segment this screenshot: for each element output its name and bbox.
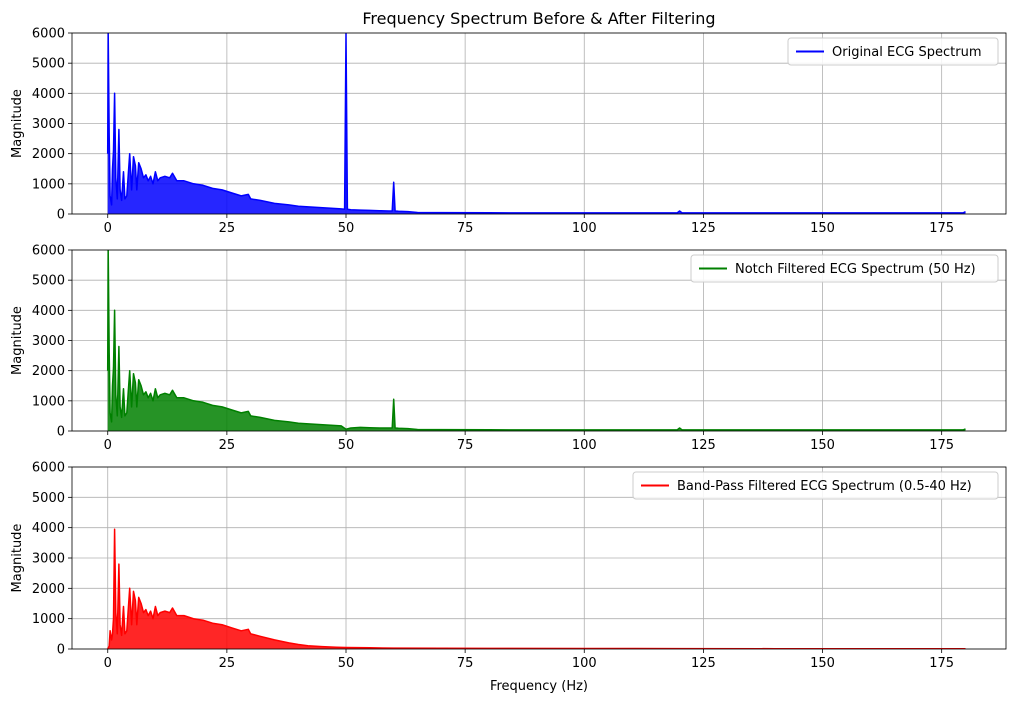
y-tick-label: 0	[57, 425, 65, 440]
legend-box	[787, 37, 999, 66]
x-tick-label: 25	[219, 438, 236, 453]
x-tick-label: 150	[810, 221, 835, 236]
y-tick-label: 6000	[32, 461, 65, 476]
x-tick-label: 125	[691, 438, 716, 453]
y-axis-label: Magnitude	[10, 524, 25, 593]
x-tick-label: 50	[338, 656, 355, 671]
x-tick-label: 50	[338, 221, 355, 236]
series-area-1	[107, 250, 966, 431]
y-tick-label: 0	[57, 208, 65, 223]
x-tick-label: 0	[104, 438, 112, 453]
y-tick-label: 6000	[32, 244, 65, 259]
x-tick-label: 75	[457, 656, 474, 671]
y-tick-label: 1000	[32, 612, 65, 627]
y-tick-label: 5000	[32, 491, 65, 506]
legend-box	[690, 254, 999, 283]
legend-label: Original ECG Spectrum	[832, 45, 982, 60]
y-axis-label: Magnitude	[10, 306, 25, 375]
legend: Band-Pass Filtered ECG Spectrum (0.5-40 …	[632, 471, 999, 500]
y-tick-label: 1000	[32, 394, 65, 409]
x-axis-label: Frequency (Hz)	[490, 679, 588, 694]
x-tick-label: 175	[929, 656, 954, 671]
subplot-3: 0 25 50 75 100 125 150 175 0 1000 2000 3000 4000 5000…	[10, 461, 1007, 671]
legend-label: Band-Pass Filtered ECG Spectrum (0.5-40 …	[677, 479, 972, 494]
y-tick-label: 4000	[32, 304, 65, 319]
x-tick-label: 75	[457, 438, 474, 453]
figure-title: Frequency Spectrum Before & After Filter…	[362, 9, 715, 28]
y-axis-label: Magnitude	[10, 89, 25, 158]
series-line-1	[107, 528, 966, 649]
legend-box	[632, 471, 999, 500]
series-line-1	[106, 250, 966, 431]
x-tick-label: 175	[929, 221, 954, 236]
y-tick-label: 1000	[32, 177, 65, 192]
x-tick-label: 125	[691, 221, 716, 236]
x-tick-label: 0	[104, 656, 112, 671]
legend-label: Notch Filtered ECG Spectrum (50 Hz)	[735, 262, 976, 277]
x-tick-label: 25	[219, 221, 236, 236]
subplot-2: 0 25 50 75 100 125 150 175 0 1000 2000 3000 4000 5000…	[10, 244, 1007, 453]
y-tick-label: 3000	[32, 334, 65, 349]
series-line-1	[106, 33, 966, 214]
y-tick-label: 5000	[32, 274, 65, 289]
y-tick-label: 3000	[32, 117, 65, 132]
legend: Notch Filtered ECG Spectrum (50 Hz)	[690, 254, 999, 283]
series-area-1	[107, 529, 966, 649]
y-tick-label: 3000	[32, 552, 65, 567]
x-tick-label: 150	[810, 656, 835, 671]
x-tick-label: 150	[810, 438, 835, 453]
y-tick-label: 4000	[32, 87, 65, 102]
x-tick-label: 25	[219, 656, 236, 671]
y-tick-label: 2000	[32, 364, 65, 379]
y-tick-label: 4000	[32, 521, 65, 536]
y-tick-label: 5000	[32, 57, 65, 72]
subplot-1: 0 25 50 75 100 125 150 175 0 1000 2000 3000 4000 5000…	[10, 27, 1007, 236]
y-tick-label: 2000	[32, 147, 65, 162]
x-tick-label: 175	[929, 438, 954, 453]
x-tick-label: 75	[457, 221, 474, 236]
x-tick-label: 100	[572, 438, 597, 453]
legend: Original ECG Spectrum	[787, 37, 999, 66]
x-tick-label: 100	[572, 656, 597, 671]
x-tick-label: 0	[104, 221, 112, 236]
subplot-panels: 0 25 50 75 100 125 150 175010002000300040005000…	[10, 27, 1007, 671]
x-tick-label: 100	[572, 221, 597, 236]
y-tick-label: 6000	[32, 27, 65, 42]
x-tick-label: 50	[338, 438, 355, 453]
x-tick-label: 125	[691, 656, 716, 671]
y-tick-label: 0	[57, 643, 65, 658]
series-area-1	[107, 33, 966, 214]
y-tick-label: 2000	[32, 582, 65, 597]
